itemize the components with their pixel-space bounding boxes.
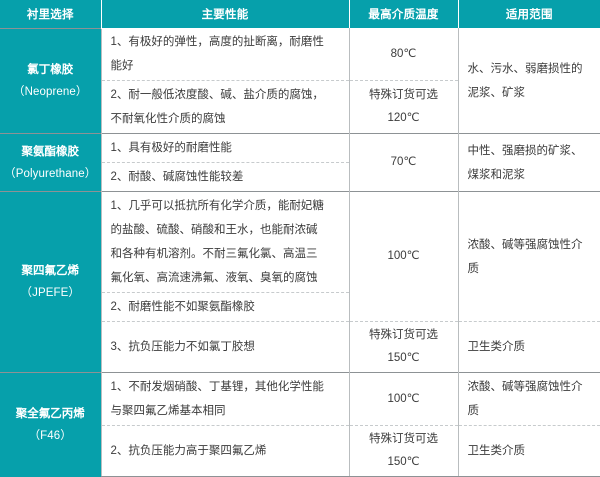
material-name-en: （F46） xyxy=(28,429,72,442)
performance-line: 2、耐一般低浓度酸、碱、盐介质的腐蚀， xyxy=(110,89,324,101)
table-row: 2、耐酸、碱腐蚀性能较差 xyxy=(0,162,600,192)
scope-cell: 卫生类介质 xyxy=(457,425,600,477)
column-header-lining-selection: 衬里选择 xyxy=(0,0,102,28)
temperature-line: 150℃ xyxy=(387,352,420,364)
scope-line: 质 xyxy=(467,405,480,417)
performance-cell: 2、耐酸、碱腐蚀性能较差 xyxy=(100,162,349,192)
material-cell-neoprene: 氯丁橡胶 （Neoprene） xyxy=(0,27,101,134)
temperature-line: 150℃ xyxy=(387,456,420,468)
material-cell-polyurethane: 聚氨酯橡胶 （Polyurethane） xyxy=(0,133,101,192)
performance-line: 氟化氧、高流速沸氟、液氧、臭氧的腐蚀 xyxy=(110,272,318,284)
performance-line: 与聚四氟乙烯基本相同 xyxy=(110,405,226,417)
table-header: 衬里选择 主要性能 最高介质温度 适用范围 xyxy=(0,0,600,28)
scope-cell: 中性、强磨损的矿浆、 煤浆和泥浆 xyxy=(457,133,600,192)
scope-line: 卫生类介质 xyxy=(467,341,526,353)
temperature-cell: 100℃ xyxy=(348,191,458,322)
temperature-cell: 100℃ xyxy=(348,372,458,426)
performance-cell: 1、几乎可以抵抗所有化学介质，能耐妃糖 的盐酸、硫酸、硝酸和王水，也能耐浓碱 和… xyxy=(100,191,349,293)
temperature-line: 特殊订货可选 xyxy=(369,89,438,101)
table-row: 2、耐磨性能不如聚氨酯橡胶 xyxy=(0,292,600,322)
temperature-line: 特殊订货可选 xyxy=(369,329,438,341)
performance-line: 2、耐酸、碱腐蚀性能较差 xyxy=(110,171,244,183)
scope-line: 泥浆、矿浆 xyxy=(467,86,526,99)
header-row: 衬里选择 主要性能 最高介质温度 适用范围 xyxy=(0,0,600,28)
scope-cell: 水、污水、弱磨损性的 泥浆、矿浆 xyxy=(457,28,600,134)
material-name-cn: 聚全氟乙丙烯 xyxy=(15,407,85,420)
performance-cell: 3、抗负压能力不如氯丁胶想 xyxy=(100,321,349,373)
performance-line: 2、耐磨性能不如聚氨酯橡胶 xyxy=(110,301,255,313)
performance-cell: 1、不耐发烟硝酸、丁基锂，其他化学性能 与聚四氟乙烯基本相同 xyxy=(100,372,349,426)
performance-line: 能好 xyxy=(110,60,134,72)
performance-line: 3、抗负压能力不如氯丁胶想 xyxy=(110,341,255,353)
column-header-max-medium-temperature: 最高介质温度 xyxy=(349,0,459,28)
temperature-cell: 70℃ xyxy=(348,133,458,192)
performance-line: 1、不耐发烟硝酸、丁基锂，其他化学性能 xyxy=(110,381,324,393)
performance-line: 1、有极好的弹性，高度的扯断离，耐磨性 xyxy=(110,36,324,48)
scope-cell: 浓酸、碱等强腐蚀性介 质 xyxy=(457,191,600,322)
performance-line: 1、具有极好的耐磨性能 xyxy=(110,142,232,154)
scope-cell: 浓酸、碱等强腐蚀性介 质 xyxy=(457,372,600,426)
material-cell-ptfe: 聚四氟乙烯 （JPEFE） xyxy=(0,191,101,373)
column-header-main-performance: 主要性能 xyxy=(101,0,350,28)
performance-cell: 1、具有极好的耐磨性能 xyxy=(100,133,349,163)
material-name-cn: 聚氨酯橡胶 xyxy=(21,145,80,158)
material-name-cn: 聚四氟乙烯 xyxy=(21,265,80,277)
scope-line: 煤浆和泥浆 xyxy=(467,168,526,181)
scope-line: 质 xyxy=(467,262,480,275)
performance-line: 和各种有机溶剂。不耐三氟化氯、高温三 xyxy=(110,248,318,260)
table-row: 3、抗负压能力不如氯丁胶想 特殊订货可选 150℃ 卫生类介质 xyxy=(0,321,600,373)
temperature-line: 120℃ xyxy=(387,112,420,124)
scope-line: 中性、强磨损的矿浆、 xyxy=(467,144,583,157)
material-name-cn: 氯丁橡胶 xyxy=(27,63,74,76)
scope-line: 卫生类介质 xyxy=(467,445,526,457)
performance-cell: 2、耐一般低浓度酸、碱、盐介质的腐蚀， 不耐氧化性介质的腐蚀 xyxy=(100,80,349,134)
table-body: 氯丁橡胶 （Neoprene） 1、有极好的弹性，高度的扯断离，耐磨性 能好 8… xyxy=(0,27,600,477)
temperature-line: 100℃ xyxy=(387,392,420,405)
table-row: 2、耐一般低浓度酸、碱、盐介质的腐蚀， 不耐氧化性介质的腐蚀 特殊订货可选 12… xyxy=(0,80,600,134)
temperature-cell: 特殊订货可选 150℃ xyxy=(348,321,458,373)
temperature-cell: 特殊订货可选 150℃ xyxy=(348,425,458,477)
scope-line: 水、污水、弱磨损性的 xyxy=(467,62,583,75)
performance-line: 1、几乎可以抵抗所有化学介质，能耐妃糖 xyxy=(110,200,324,212)
column-header-application-scope: 适用范围 xyxy=(458,0,600,28)
material-cell-f46: 聚全氟乙丙烯 （F46） xyxy=(0,372,101,477)
material-name-en: （Neoprene） xyxy=(12,85,88,98)
scope-line: 浓酸、碱等强腐蚀性介 xyxy=(467,238,583,251)
scope-cell: 卫生类介质 xyxy=(457,321,600,373)
performance-cell: 2、抗负压能力高于聚四氟乙烯 xyxy=(100,425,349,477)
temperature-cell: 特殊订货可选 120℃ xyxy=(348,80,458,134)
table-row: 聚全氟乙丙烯 （F46） 1、不耐发烟硝酸、丁基锂，其他化学性能 与聚四氟乙烯基… xyxy=(0,372,600,477)
temperature-cell: 80℃ xyxy=(348,28,458,81)
performance-line: 2、抗负压能力高于聚四氟乙烯 xyxy=(110,445,267,457)
temperature-line: 70℃ xyxy=(390,156,417,168)
performance-line: 不耐氧化性介质的腐蚀 xyxy=(110,113,226,125)
scope-line: 浓酸、碱等强腐蚀性介 xyxy=(467,381,583,393)
temperature-line: 特殊订货可选 xyxy=(369,433,438,445)
performance-line: 的盐酸、硫酸、硝酸和王水，也能耐浓碱 xyxy=(110,224,318,236)
table-row: 聚四氟乙烯 （JPEFE） 1、几乎可以抵抗所有化学介质，能耐妃糖 的盐酸、硫酸… xyxy=(0,191,600,373)
temperature-line: 100℃ xyxy=(387,250,420,262)
material-name-en: （Polyurethane） xyxy=(4,167,97,180)
material-name-en: （JPEFE） xyxy=(20,287,80,299)
temperature-line: 80℃ xyxy=(390,47,417,60)
table-row: 聚氨酯橡胶 （Polyurethane） 1、具有极好的耐磨性能 70℃ 中性、… xyxy=(0,133,600,192)
performance-cell: 2、耐磨性能不如聚氨酯橡胶 xyxy=(100,292,349,322)
performance-cell: 1、有极好的弹性，高度的扯断离，耐磨性 能好 xyxy=(100,28,349,81)
table-row: 氯丁橡胶 （Neoprene） 1、有极好的弹性，高度的扯断离，耐磨性 能好 8… xyxy=(0,27,600,134)
